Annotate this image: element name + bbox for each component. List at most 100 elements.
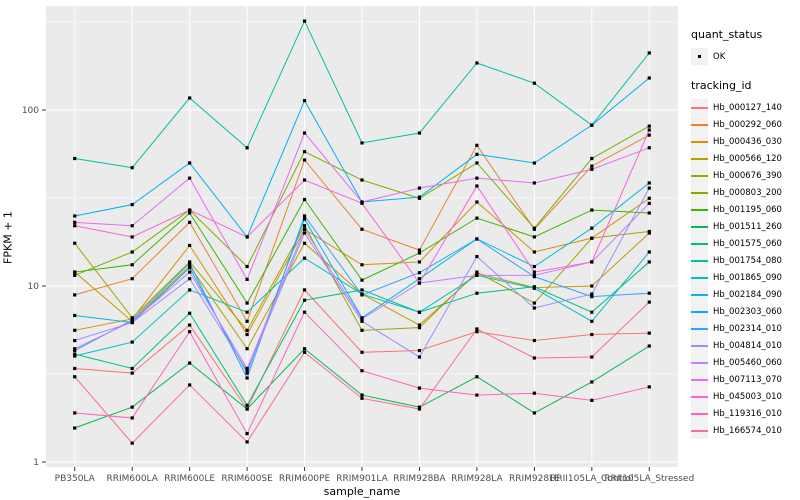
legend-item: Hb_000127_140	[691, 99, 799, 116]
y-tick-label: 100	[22, 106, 39, 116]
legend-tracking-id: tracking_id Hb_000127_140 Hb_000292_060 Hb…	[691, 79, 799, 439]
data-point	[647, 331, 651, 335]
data-point	[475, 393, 479, 397]
legend-item-label: Hb_119316_010	[713, 408, 782, 419]
data-point	[245, 264, 249, 269]
legend-key	[691, 320, 708, 337]
legend-item-label: Hb_000127_140	[713, 102, 782, 113]
data-point	[188, 211, 192, 215]
legend-key	[691, 371, 708, 388]
data-point	[532, 273, 536, 277]
data-point	[302, 150, 307, 154]
data-point	[590, 380, 594, 384]
legend-line-swatch-icon	[691, 225, 708, 228]
data-point	[188, 266, 192, 270]
data-point	[130, 235, 134, 239]
legend-item-ok: OK	[691, 48, 799, 65]
data-point	[417, 251, 422, 255]
legend-item: Hb_004814_010	[691, 337, 799, 354]
data-point	[475, 143, 479, 147]
data-point	[360, 396, 364, 400]
legend-item-label: Hb_002184_090	[713, 289, 782, 300]
legend: quant_status OK tracking_id Hb_000127_14…	[691, 28, 799, 453]
data-point	[417, 386, 422, 390]
data-point	[302, 131, 307, 135]
data-point	[245, 376, 249, 380]
data-point	[647, 260, 651, 264]
legend-line-swatch-icon	[691, 293, 708, 296]
legend-line-swatch-icon	[691, 157, 708, 160]
data-point	[245, 328, 249, 332]
legend-item: Hb_000566_120	[691, 150, 799, 167]
data-point	[188, 161, 192, 165]
x-tick-label: RRIM600SE	[221, 474, 273, 484]
data-point	[73, 224, 77, 228]
legend-item-label: Hb_004814_010	[713, 340, 782, 351]
x-tick-label: RRII105LA_Stressed	[604, 474, 694, 484]
legend-item-label: Hb_001511_260	[713, 221, 782, 232]
data-point	[532, 235, 536, 239]
data-point	[302, 217, 307, 221]
data-point	[532, 338, 536, 343]
data-point	[360, 317, 364, 321]
data-point	[73, 293, 77, 297]
legend-title-tracking-id: tracking_id	[691, 79, 752, 92]
data-point	[417, 271, 422, 275]
data-point	[360, 393, 364, 397]
data-point	[647, 229, 651, 234]
legend-line-swatch-icon	[691, 412, 708, 415]
data-point	[130, 340, 134, 344]
data-point	[647, 211, 651, 215]
data-point	[302, 158, 307, 162]
legend-item: Hb_000676_390	[691, 167, 799, 184]
data-point	[245, 371, 249, 375]
data-point	[475, 237, 479, 241]
legend-item-label: Hb_000436_030	[713, 136, 782, 147]
data-point	[360, 278, 364, 282]
data-point	[302, 347, 307, 351]
data-point	[532, 301, 536, 305]
data-point	[647, 344, 651, 348]
legend-key	[691, 252, 708, 269]
legend-item: Hb_001511_260	[691, 218, 799, 235]
data-point	[647, 128, 651, 132]
data-point	[73, 214, 77, 218]
data-point	[647, 146, 651, 150]
data-point	[130, 263, 134, 267]
data-point	[73, 354, 77, 358]
data-point	[130, 203, 134, 207]
y-axis-title: FPKM + 1	[1, 211, 15, 264]
data-point	[475, 273, 479, 277]
data-point	[245, 366, 249, 371]
data-point	[647, 385, 651, 389]
data-point	[245, 403, 249, 407]
data-point	[188, 208, 192, 212]
data-point	[417, 260, 422, 264]
data-point	[647, 196, 651, 200]
legend-item: Hb_166574_010	[691, 422, 799, 439]
legend-line-swatch-icon	[691, 106, 708, 109]
data-point	[532, 411, 536, 415]
data-point	[590, 208, 594, 212]
legend-key	[691, 150, 708, 167]
legend-item: Hb_000292_060	[691, 116, 799, 133]
x-tick-label: RRIM901LA	[336, 474, 388, 484]
data-points	[73, 19, 651, 445]
data-point	[302, 214, 307, 218]
data-point	[245, 310, 249, 314]
point-marker-icon	[697, 54, 702, 59]
legend-item: Hb_001865_090	[691, 269, 799, 286]
legend-item-label: Hb_005460_060	[713, 357, 782, 368]
legend-item-label: Hb_000676_390	[713, 170, 782, 181]
data-point	[590, 310, 594, 314]
legend-key	[691, 167, 708, 184]
data-point	[130, 316, 134, 320]
legend-item: Hb_002303_060	[691, 303, 799, 320]
data-point	[647, 76, 651, 80]
legend-item-label: Hb_002314_010	[713, 323, 782, 334]
data-point	[73, 347, 77, 351]
data-point	[532, 264, 536, 269]
data-point	[475, 270, 479, 274]
data-point	[647, 291, 651, 295]
